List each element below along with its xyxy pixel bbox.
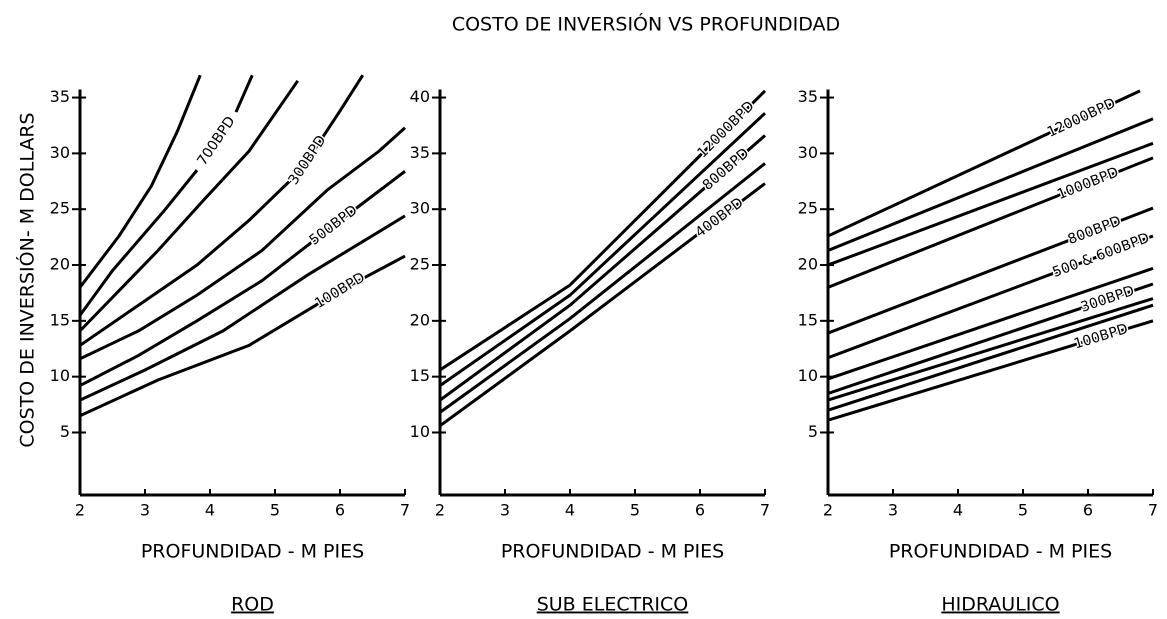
series-label: 400BPD [693,195,747,241]
series-line [828,297,1154,402]
y-tick-label: 5 [808,422,818,441]
series-line [828,156,1154,289]
series-line [828,234,1154,360]
series-line [80,254,406,418]
y-tick-label: 20 [410,310,430,329]
y-tick-label: 20 [798,255,818,274]
x-axis-label: PROFUNDIDAD - M PIES [501,541,724,563]
x-tick-label: 6 [695,501,705,520]
series-line [828,206,1154,335]
series-label: 300BPD [1079,283,1137,316]
series-line [440,182,766,427]
panel-subtitle: SUB ELECTRICO [537,594,689,616]
x-tick-label: 7 [1148,501,1158,520]
series-line [80,170,406,387]
x-axis-label: PROFUNDIDAD - M PIES [889,541,1112,563]
series-line [828,89,1141,238]
series-line [440,89,767,372]
panel-subtitle: ROD [231,594,274,616]
panel: 10 15 20 25 30 35 40 2 3 4 5 6 7 PROFUNDIDAD - M PIES… [410,87,770,615]
y-tick-label: 40 [410,87,430,106]
series-label: 100BPD [312,270,368,312]
series-line [440,162,766,414]
y-tick-label: 30 [798,143,818,162]
y-tick-label: 25 [798,199,818,218]
x-tick-label: 4 [953,501,963,520]
x-axis-label: PROFUNDIDAD - M PIES [141,541,364,563]
x-tick-label: 6 [335,501,345,520]
y-tick-label: 20 [50,255,70,274]
panel: 5 10 15 20 25 30 35 2 3 4 5 6 7 PROFUNDIDAD - M PIES R… [50,74,410,616]
series-label: 12000BPD [1045,95,1118,140]
x-tick-label: 5 [270,501,280,520]
x-tick-label: 7 [400,501,410,520]
y-tick-label: 10 [798,366,818,385]
y-axis-label: COSTO DE INVERSIÓN- M DOLLARS [15,112,39,447]
series-line [80,126,407,361]
y-tick-label: 15 [798,310,818,329]
panel: 5 10 15 20 25 30 35 2 3 4 5 6 7 PROFUNDIDAD - M PIES H… [798,87,1158,615]
series-line [828,303,1154,412]
series-line [828,141,1154,267]
series-line [828,282,1154,395]
x-tick-label: 3 [500,501,510,520]
series-line [80,74,365,347]
series-label: 100BPD [1072,321,1130,353]
x-tick-label: 5 [1018,501,1028,520]
y-tick-label: 35 [50,87,70,106]
panel-subtitle: HIDRAULICO [941,594,1059,616]
y-tick-label: 25 [50,199,70,218]
series-line [80,214,406,402]
x-tick-label: 6 [1083,501,1093,520]
x-tick-label: 2 [75,501,85,520]
y-tick-label: 5 [60,422,70,441]
y-tick-label: 35 [410,143,430,162]
x-tick-label: 4 [565,501,575,520]
y-tick-label: 35 [798,87,818,106]
series-label: 500BPD [307,202,361,248]
y-tick-label: 15 [410,366,430,385]
series-line [828,319,1154,422]
series-label: 300BPD [286,133,330,188]
y-tick-label: 25 [410,255,430,274]
y-tick-label: 30 [410,199,430,218]
series-label: 700BPD [194,114,238,169]
x-tick-label: 2 [435,501,445,520]
x-tick-label: 2 [823,501,833,520]
series-line [440,112,767,387]
series-line [828,266,1154,381]
series-line [440,134,766,402]
series-line [80,74,254,317]
x-tick-label: 5 [630,501,640,520]
x-tick-label: 4 [205,501,215,520]
x-tick-label: 3 [140,501,150,520]
x-tick-label: 7 [760,501,770,520]
y-tick-label: 30 [50,143,70,162]
x-tick-label: 3 [888,501,898,520]
chart-title: COSTO DE INVERSIÓN VS PROFUNDIDAD [452,12,840,36]
series-line [80,74,202,289]
y-tick-label: 10 [50,366,70,385]
series-line [80,79,299,332]
series-label: 1000BPD [1055,164,1121,203]
series-line [828,117,1154,252]
y-tick-label: 15 [50,310,70,329]
y-tick-label: 10 [410,422,430,441]
